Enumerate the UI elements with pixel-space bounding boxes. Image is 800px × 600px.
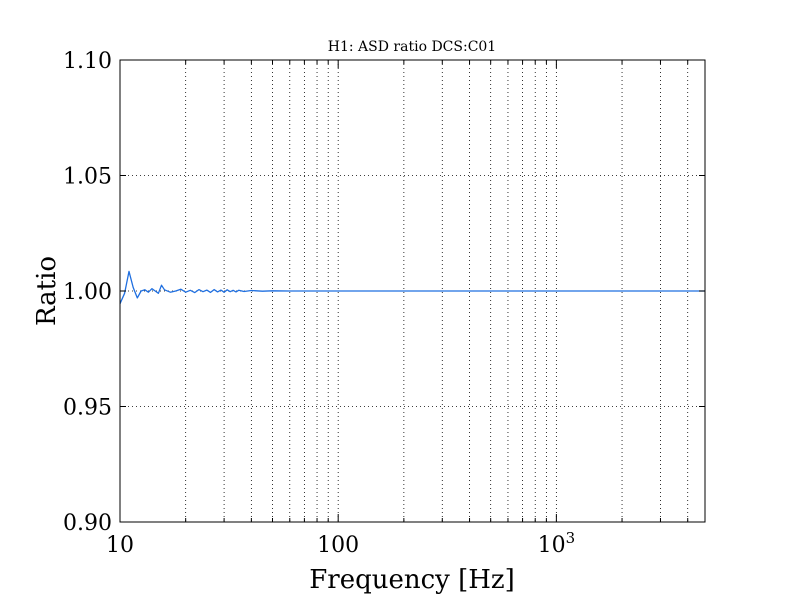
y-tick-label: 1.10 <box>63 49 112 74</box>
axis-ticks <box>119 59 705 523</box>
chart-title: H1: ASD ratio DCS:C01 <box>328 39 496 55</box>
ratio-series-line <box>119 270 705 304</box>
y-tick-label: 0.90 <box>63 511 112 536</box>
tick-labels: 0.90 0.95 1.00 1.05 1.10 10 100 103 <box>63 49 575 558</box>
x-tick-label: 103 <box>538 529 576 558</box>
y-tick-label: 1.05 <box>63 165 112 190</box>
y-tick-label: 0.95 <box>63 396 112 421</box>
y-axis-label: Ratio <box>32 256 62 326</box>
series-layer <box>119 270 705 304</box>
y-tick-label: 1.00 <box>63 280 112 305</box>
x-axis-label: Frequency [Hz] <box>309 565 515 595</box>
x-tick-label: 100 <box>317 533 359 558</box>
grid-lines <box>120 60 705 522</box>
x-tick-label: 10 <box>106 533 134 558</box>
